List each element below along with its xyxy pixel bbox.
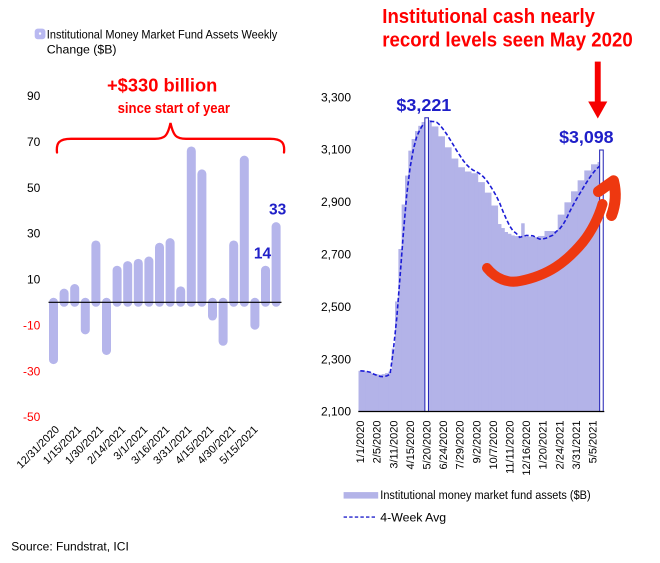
svg-text:Institutional cash nearly: Institutional cash nearly (382, 6, 596, 28)
svg-text:1/1/2020: 1/1/2020 (355, 421, 367, 464)
svg-text:2,700: 2,700 (321, 248, 351, 262)
svg-text:-30: -30 (23, 364, 41, 378)
svg-text:since start of year: since start of year (118, 101, 231, 117)
svg-text:9/2/2020: 9/2/2020 (471, 421, 483, 464)
svg-text:4-Week Avg: 4-Week Avg (380, 511, 446, 525)
svg-text:30: 30 (27, 227, 41, 241)
svg-text:-10: -10 (23, 318, 41, 332)
svg-text:$3,221: $3,221 (396, 95, 451, 115)
svg-text:2/5/2020: 2/5/2020 (372, 421, 384, 464)
svg-text:record levels seen May 2020: record levels seen May 2020 (382, 30, 632, 52)
svg-text:2/24/2021: 2/24/2021 (554, 421, 566, 470)
svg-text:14: 14 (254, 246, 272, 263)
svg-text:33: 33 (269, 202, 287, 219)
svg-text:50: 50 (27, 181, 41, 195)
svg-text:2,900: 2,900 (321, 195, 351, 209)
svg-text:10/7/2020: 10/7/2020 (488, 421, 500, 470)
svg-text:3/11/2020: 3/11/2020 (388, 421, 400, 469)
svg-text:$3,098: $3,098 (559, 127, 614, 147)
svg-text:3,100: 3,100 (321, 143, 351, 157)
svg-text:+$330 billion: +$330 billion (107, 76, 217, 96)
svg-text:10: 10 (27, 273, 41, 287)
svg-text:Institutional Money Market Fun: Institutional Money Market Fund Assets W… (47, 28, 278, 42)
svg-text:Institutional money market fun: Institutional money market fund assets (… (380, 488, 590, 502)
svg-text:5/20/2020: 5/20/2020 (422, 421, 434, 470)
svg-text:Source: Fundstrat, ICI: Source: Fundstrat, ICI (11, 540, 129, 554)
svg-text:1/20/2021: 1/20/2021 (538, 421, 550, 470)
svg-text:12/16/2020: 12/16/2020 (521, 421, 533, 476)
svg-text:2,300: 2,300 (321, 352, 351, 366)
svg-text:2,100: 2,100 (321, 405, 351, 419)
svg-text:7/29/2020: 7/29/2020 (455, 421, 467, 470)
svg-text:3,300: 3,300 (321, 90, 351, 104)
svg-text:2,500: 2,500 (321, 300, 351, 314)
svg-text:5/5/2021: 5/5/2021 (588, 421, 600, 464)
svg-text:6/24/2020: 6/24/2020 (438, 421, 450, 470)
svg-text:70: 70 (27, 135, 41, 149)
svg-text:3/31/2021: 3/31/2021 (571, 421, 583, 470)
svg-text:-50: -50 (23, 410, 41, 424)
svg-text:90: 90 (27, 89, 41, 103)
svg-text:Change ($B): Change ($B) (47, 42, 117, 56)
svg-text:4/15/2020: 4/15/2020 (405, 421, 417, 470)
svg-text:11/11/2020: 11/11/2020 (505, 421, 517, 474)
